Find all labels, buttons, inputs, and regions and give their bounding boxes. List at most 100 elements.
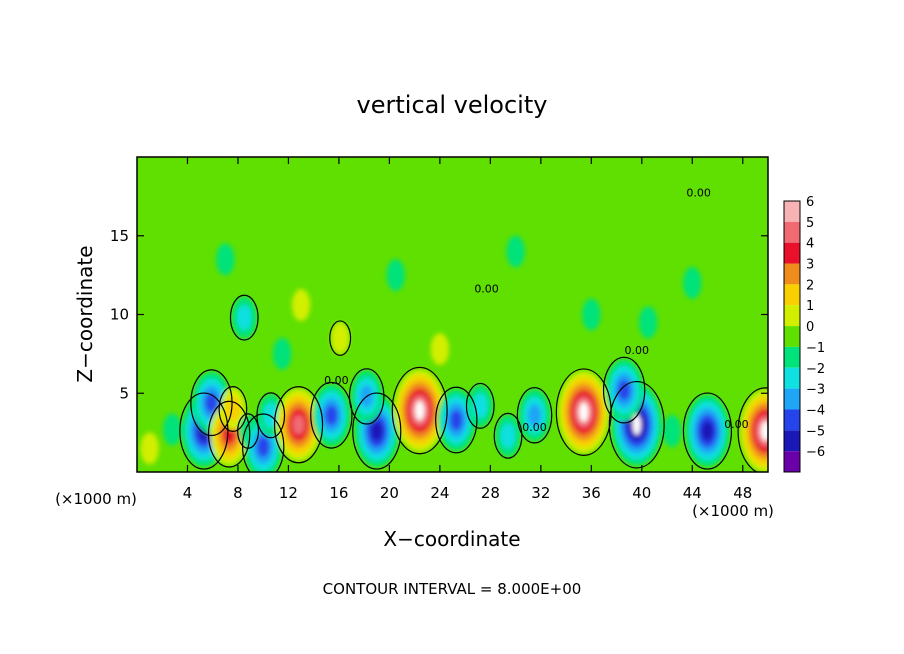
velocity-band [216,243,235,276]
velocity-band [291,289,311,322]
velocity-cell [272,337,292,370]
velocity-cell [430,333,450,366]
x-axis-label: X−coordinate [383,527,520,551]
velocity-cell [662,415,682,448]
x-tick-label: 40 [632,484,651,502]
velocity-band [500,423,516,449]
velocity-cell [216,243,235,276]
colorbar-label: 0 [806,320,814,335]
y-tick-label: 5 [119,384,129,402]
y-tick-label: 15 [110,227,129,245]
velocity-core [415,400,424,421]
x-unit-left: (×1000 m) [55,490,137,508]
velocity-cell [312,384,351,447]
velocity-band [617,379,631,401]
x-unit-right: (×1000 m) [692,502,774,520]
velocity-core [761,421,768,442]
velocity-cell [495,414,521,457]
colorbar-frame [783,200,801,473]
y-axis-label: Z−coordinate [73,245,97,382]
colorbar-swatch [784,201,800,222]
x-tick-label: 4 [183,484,193,502]
contour-line [608,380,665,469]
velocity-cell [386,259,405,292]
velocity-band [527,404,542,427]
velocity-band [272,337,292,370]
colorbar-swatch [784,430,800,452]
velocity-core [579,402,588,423]
contour-label: 0.00 [625,344,650,357]
contour-line [229,294,259,341]
contour-label: 0.00 [724,418,749,431]
velocity-cell [163,413,182,446]
y-axis-ticks: 5 10 15 [110,227,768,402]
velocity-cell [276,388,321,461]
x-tick-label: 12 [279,484,298,502]
contour-line [602,356,646,424]
contour-label: 0.00 [474,282,499,295]
contour-line [179,392,229,470]
velocity-band [386,259,405,292]
x-tick-label: 44 [683,484,702,502]
colorbar-label: 6 [806,195,814,210]
colorbar-swatch [784,326,800,347]
velocity-cell [518,389,551,442]
x-tick-label: 8 [233,484,243,502]
velocity-band [582,298,601,331]
velocity-band [140,432,159,465]
colorbar-swatch [784,367,800,389]
colorbar-swatch [784,451,800,472]
colorbar-label: 1 [806,299,814,314]
colorbar-swatch [784,263,800,285]
colorbar-swatch [784,242,800,264]
colorbar-swatch [784,388,800,410]
contour-line [237,413,260,449]
contour-line [273,386,324,464]
zero-contours [179,294,768,472]
velocity-cell [740,390,768,472]
velocity-core [632,414,641,435]
contour-label: 0.00 [522,421,547,434]
colorbar-swatch [784,284,800,306]
x-tick-label: 48 [733,484,752,502]
velocity-cell [467,384,493,427]
contour-label: 0.00 [686,186,711,199]
contour-line [242,413,285,472]
velocity-cell [231,296,257,339]
contour-line [256,392,286,439]
contour-line [352,392,402,470]
velocity-cell [291,289,311,322]
contour-line [207,400,251,468]
contour-labels: 0.00 0.00 0.00 0.00 0.00 0.00 [324,186,749,434]
velocity-cell [558,371,609,454]
x-tick-label: 16 [329,484,348,502]
colorbar: 6 5 4 3 2 1 0 −1 −2 −3 −4 −5 −6 [783,195,825,473]
x-axis-ticks: 4 8 12 16 20 24 28 32 36 40 44 48 [183,157,752,502]
velocity-cell [506,235,525,268]
velocity-band [163,413,182,446]
colorbar-swatch [784,221,800,243]
velocity-band [325,404,338,426]
y-tick-label: 10 [110,306,129,324]
colorbar-label: −3 [806,383,825,398]
contour-line [391,366,448,455]
colorbar-swatch [784,346,800,368]
colorbar-label: 2 [806,278,814,293]
velocity-band [370,421,383,441]
velocity-band [506,235,525,268]
x-tick-label: 32 [531,484,550,502]
contour-line [435,386,478,454]
x-tick-label: 20 [380,484,399,502]
contour-line [329,320,352,356]
colorbar-label: −5 [806,424,825,439]
contour-line [555,368,612,456]
velocity-band [292,414,305,435]
velocity-band [236,305,252,331]
velocity-band [330,322,350,355]
contour-line [218,386,248,433]
velocity-band [225,396,241,422]
x-tick-label: 36 [582,484,601,502]
contour-line [465,382,495,429]
velocity-band [450,409,463,431]
velocity-band [701,421,714,441]
